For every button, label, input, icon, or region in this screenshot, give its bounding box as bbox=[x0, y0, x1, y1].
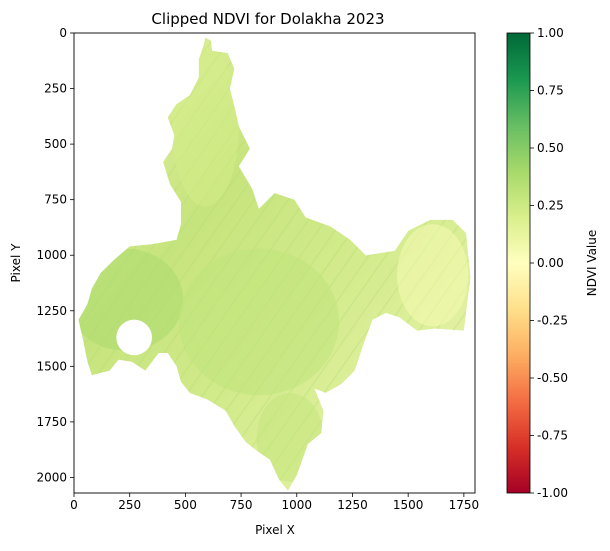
x-tick-label: 1250 bbox=[337, 498, 368, 512]
y-tick-label: 2000 bbox=[36, 470, 67, 484]
x-tick-label: 750 bbox=[230, 498, 253, 512]
plot-area bbox=[78, 37, 471, 491]
x-tick-label: 1750 bbox=[449, 498, 480, 512]
chart-title: Clipped NDVI for Dolakha 2023 bbox=[151, 10, 384, 28]
colorbar-tick-label: -0.50 bbox=[537, 371, 568, 385]
colorbar-label: NDVI Value bbox=[585, 230, 599, 297]
x-tick-label: 1000 bbox=[282, 498, 313, 512]
colorbar-tick-label: 0.75 bbox=[537, 84, 564, 98]
y-axis: 0 250 500 750 1000 1250 1500 1750 2000 bbox=[36, 26, 74, 484]
x-axis-label: Pixel X bbox=[255, 523, 295, 537]
y-tick-label: 1500 bbox=[36, 359, 67, 373]
y-axis-label: Pixel Y bbox=[9, 243, 23, 283]
colorbar-tick-label: -0.25 bbox=[537, 314, 568, 328]
x-tick-label: 0 bbox=[70, 498, 78, 512]
region-southern-tip bbox=[256, 393, 324, 482]
y-tick-label: 500 bbox=[44, 137, 67, 151]
region-gap bbox=[116, 319, 152, 356]
colorbar-gradient bbox=[506, 32, 531, 494]
ndvi-region bbox=[78, 37, 471, 491]
colorbar-tick-label: -0.75 bbox=[537, 429, 568, 443]
region-upper-north-lobe bbox=[172, 46, 239, 207]
y-tick-label: 1250 bbox=[36, 304, 67, 318]
y-tick-label: 1000 bbox=[36, 248, 67, 262]
x-tick-label: 1500 bbox=[393, 498, 424, 512]
x-tick-label: 250 bbox=[118, 498, 141, 512]
region-eastern-lobe bbox=[397, 224, 469, 327]
colorbar: -1.00 -0.75 -0.50 -0.25 0.00 0.25 0.50 0.75 1.00… bbox=[506, 26, 599, 500]
x-axis: 0 250 500 750 1000 1250 1500 1750 bbox=[70, 493, 479, 512]
colorbar-ticks: -1.00 -0.75 -0.50 -0.25 0.00 0.25 0.50 0.75 1.00 bbox=[530, 26, 568, 500]
x-tick-label: 500 bbox=[174, 498, 197, 512]
colorbar-tick-label: -1.00 bbox=[537, 486, 568, 500]
colorbar-tick-label: 0.25 bbox=[537, 199, 564, 213]
plot-frame bbox=[73, 32, 476, 494]
region-central-valley bbox=[178, 248, 340, 396]
y-tick-label: 0 bbox=[59, 26, 67, 40]
y-tick-label: 750 bbox=[44, 193, 67, 207]
colorbar-tick-label: 0.00 bbox=[537, 256, 564, 270]
colorbar-tick-label: 1.00 bbox=[537, 26, 564, 40]
y-tick-label: 250 bbox=[44, 82, 67, 96]
y-tick-label: 1750 bbox=[36, 415, 67, 429]
colorbar-tick-label: 0.50 bbox=[537, 141, 564, 155]
